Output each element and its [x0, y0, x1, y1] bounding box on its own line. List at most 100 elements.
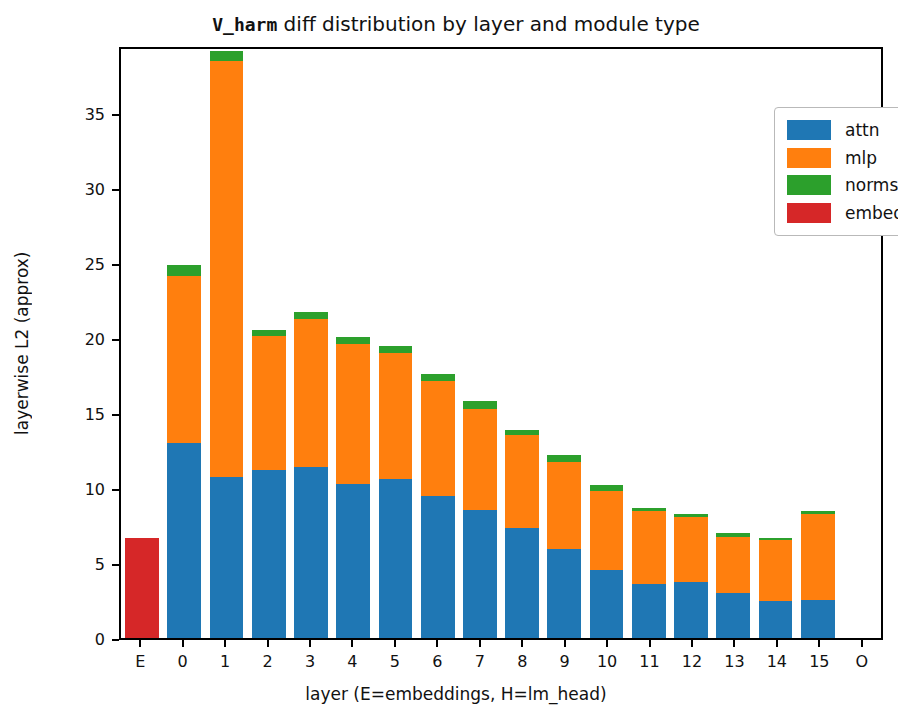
chart-title: V_harm diff distribution by layer and mo…	[74, 12, 838, 36]
legend-label-mlp: mlp	[845, 148, 877, 168]
legend: attn mlp norms embeddings	[774, 107, 898, 236]
bar-segment-mlp-7	[463, 409, 497, 510]
x-tick	[479, 640, 481, 647]
legend-item-attn: attn	[787, 120, 898, 140]
y-tick	[112, 489, 119, 491]
x-tick-label: 4	[330, 651, 374, 673]
x-tick-label: 10	[585, 651, 629, 673]
bar-segment-attn-5	[379, 479, 413, 638]
x-tick	[861, 640, 863, 647]
y-tick-label: 25	[55, 254, 105, 276]
x-tick-label: 6	[415, 651, 459, 673]
x-tick-label: 1	[203, 651, 247, 673]
x-tick-label: 12	[670, 651, 714, 673]
legend-label-embeddings: embeddings	[845, 203, 898, 223]
bar-segment-norms-10	[590, 485, 624, 490]
x-tick-label: 0	[161, 651, 205, 673]
bar-segment-mlp-12	[674, 517, 708, 582]
bar-segment-norms-13	[716, 533, 750, 537]
bar-segment-mlp-1	[210, 61, 244, 477]
bars-layer	[121, 49, 881, 638]
y-tick	[112, 339, 119, 341]
plot-area: attnmlpnormsembeddings	[119, 47, 883, 640]
bar-segment-mlp-5	[379, 353, 413, 480]
bar-segment-attn-8	[505, 528, 539, 638]
x-tick-label: 2	[246, 651, 290, 673]
x-tick	[224, 640, 226, 647]
bar-segment-attn-7	[463, 510, 497, 638]
title-text: diff distribution by layer and module ty…	[277, 12, 699, 36]
bar-segment-attn-15	[801, 600, 835, 638]
y-tick-label: 0	[55, 629, 105, 651]
bar-segment-mlp-13	[716, 537, 750, 594]
bar-segment-attn-10	[590, 570, 624, 638]
bar-segment-mlp-6	[421, 381, 455, 496]
x-tick	[351, 640, 353, 647]
bar-segment-attn-2	[252, 470, 286, 638]
x-tick	[139, 640, 141, 647]
x-tick-label: 11	[628, 651, 672, 673]
x-tick-label: E	[118, 651, 162, 673]
legend-label-norms: norms	[845, 175, 898, 195]
y-tick	[112, 564, 119, 566]
bar-segment-norms-1	[210, 51, 244, 61]
x-tick	[394, 640, 396, 647]
x-tick-label: 15	[797, 651, 841, 673]
bar-segment-attn-13	[716, 593, 750, 638]
legend-swatch-mlp	[787, 148, 831, 168]
x-tick	[267, 640, 269, 647]
bar-segment-attn-6	[421, 496, 455, 638]
bar-segment-attn-9	[547, 549, 581, 638]
x-tick	[606, 640, 608, 647]
x-tick-label: O	[840, 651, 884, 673]
bar-segment-attn-4	[336, 484, 370, 638]
x-tick	[733, 640, 735, 647]
bar-segment-embeddings-E	[125, 538, 159, 638]
x-tick	[818, 640, 820, 647]
x-tick	[521, 640, 523, 647]
x-axis-label: layer (E=embeddings, H=lm_head)	[74, 684, 838, 704]
x-tick	[649, 640, 651, 647]
bar-segment-norms-14	[759, 538, 793, 540]
bar-segment-norms-7	[463, 401, 497, 408]
bar-segment-norms-15	[801, 511, 835, 515]
x-tick-label: 9	[543, 651, 587, 673]
bar-segment-mlp-0	[167, 276, 201, 443]
y-tick-label: 15	[55, 404, 105, 426]
y-tick	[112, 114, 119, 116]
bar-segment-norms-5	[379, 346, 413, 353]
bar-segment-attn-1	[210, 477, 244, 638]
bar-segment-norms-12	[674, 514, 708, 517]
bar-segment-attn-12	[674, 582, 708, 638]
y-tick	[112, 639, 119, 641]
bar-segment-mlp-14	[759, 540, 793, 600]
bar-segment-norms-8	[505, 430, 539, 435]
bar-segment-norms-3	[294, 312, 328, 319]
legend-item-mlp: mlp	[787, 148, 898, 168]
legend-label-attn: attn	[845, 120, 880, 140]
y-tick-label: 30	[55, 179, 105, 201]
y-tick	[112, 264, 119, 266]
x-tick-label: 3	[288, 651, 332, 673]
bar-segment-mlp-10	[590, 491, 624, 571]
y-tick-label: 35	[55, 104, 105, 126]
bar-segment-mlp-4	[336, 344, 370, 484]
bar-segment-attn-0	[167, 443, 201, 638]
bar-segment-norms-4	[336, 337, 370, 344]
bar-segment-norms-6	[421, 374, 455, 381]
y-tick	[112, 189, 119, 191]
y-tick-label: 10	[55, 479, 105, 501]
x-tick	[564, 640, 566, 647]
legend-swatch-embeddings	[787, 203, 831, 223]
x-tick	[691, 640, 693, 647]
x-tick-label: 8	[500, 651, 544, 673]
bar-segment-mlp-3	[294, 319, 328, 467]
y-tick	[112, 414, 119, 416]
x-tick-label: 5	[373, 651, 417, 673]
legend-item-norms: norms	[787, 175, 898, 195]
legend-swatch-attn	[787, 120, 831, 140]
bar-segment-mlp-8	[505, 435, 539, 527]
legend-item-embeddings: embeddings	[787, 203, 898, 223]
x-tick-label: 14	[755, 651, 799, 673]
bar-segment-attn-14	[759, 601, 793, 638]
